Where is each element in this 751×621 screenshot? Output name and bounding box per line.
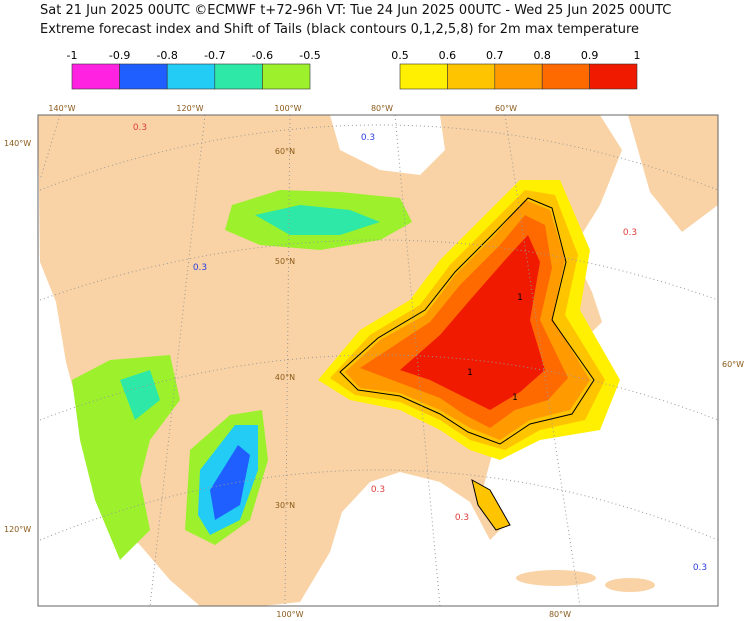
graticule [39, 114, 719, 607]
contour-label: 0.3 [455, 513, 469, 523]
legend-swatch [166, 63, 216, 90]
efi-green-ak [120, 370, 160, 420]
coord-label: 140°W [48, 104, 75, 113]
efi-red [400, 235, 545, 410]
legend-swatch [119, 63, 168, 90]
efi-fl [471, 479, 511, 531]
contour-label: 1 [517, 293, 523, 303]
coord-label: 120°W [4, 525, 31, 534]
legend-tick-label: 0.5 [391, 49, 409, 62]
coord-label: 120°W [176, 104, 203, 113]
map-frame [37, 114, 719, 607]
map [37, 114, 719, 607]
legend-swatch [541, 63, 590, 90]
legend-tick-label: -0.8 [156, 49, 177, 62]
contour-label: 1 [467, 368, 473, 378]
subtitle-line: Extreme forecast index and Shift of Tail… [40, 22, 639, 37]
hispaniola [605, 578, 655, 592]
legend-swatch [494, 63, 543, 90]
legend-tick-label: -0.9 [109, 49, 130, 62]
contour-label: 0.3 [361, 133, 375, 143]
legend-swatch [447, 63, 496, 90]
coord-label: 60°W [722, 360, 744, 369]
contour-label: 0.3 [371, 485, 385, 495]
legend-tick-label: -0.7 [204, 49, 225, 62]
coord-label: 100°W [276, 610, 303, 619]
greenland [628, 115, 718, 232]
legend-tick-label: -1 [67, 49, 78, 62]
legend-tick-label: 1 [634, 49, 641, 62]
legend-tick-label: 0.9 [581, 49, 599, 62]
contour-label: 0.3 [133, 123, 147, 133]
contour-label: 0.3 [623, 228, 637, 238]
legend-tick-label: 0.6 [439, 49, 457, 62]
contour-label: 1 [512, 393, 518, 403]
sot-contour [339, 197, 595, 445]
legend-swatch [589, 63, 638, 90]
cuba [516, 570, 596, 586]
coord-label: 80°W [371, 104, 393, 113]
legend-swatch [214, 63, 263, 90]
hudson-bay [330, 115, 445, 175]
efi-teal-canada [255, 205, 380, 235]
coord-label: 30°N [275, 501, 295, 510]
coord-label: 80°W [549, 610, 571, 619]
contour-label: 0.3 [193, 263, 207, 273]
contour-label: 0.3 [693, 563, 707, 573]
coord-label: 100°W [274, 104, 301, 113]
legend-swatch [262, 63, 311, 90]
legend-tick-label: 0.8 [533, 49, 551, 62]
coord-label: 60°W [495, 104, 517, 113]
coord-label: 140°W [4, 139, 31, 148]
efi-green-west [72, 355, 180, 560]
coord-label: 60°N [275, 147, 295, 156]
title-line: Sat 21 Jun 2025 00UTC ©ECMWF t+72-96h VT… [40, 3, 672, 18]
legend-swatch [71, 63, 120, 90]
legend-swatch [399, 63, 448, 90]
coord-label: 50°N [275, 257, 295, 266]
legend-tick-label: -0.5 [299, 49, 320, 62]
legend-tick-label: -0.6 [252, 49, 273, 62]
efi-blue-sw [210, 445, 250, 520]
legend-tick-label: 0.7 [486, 49, 504, 62]
coord-label: 40°N [275, 373, 295, 382]
